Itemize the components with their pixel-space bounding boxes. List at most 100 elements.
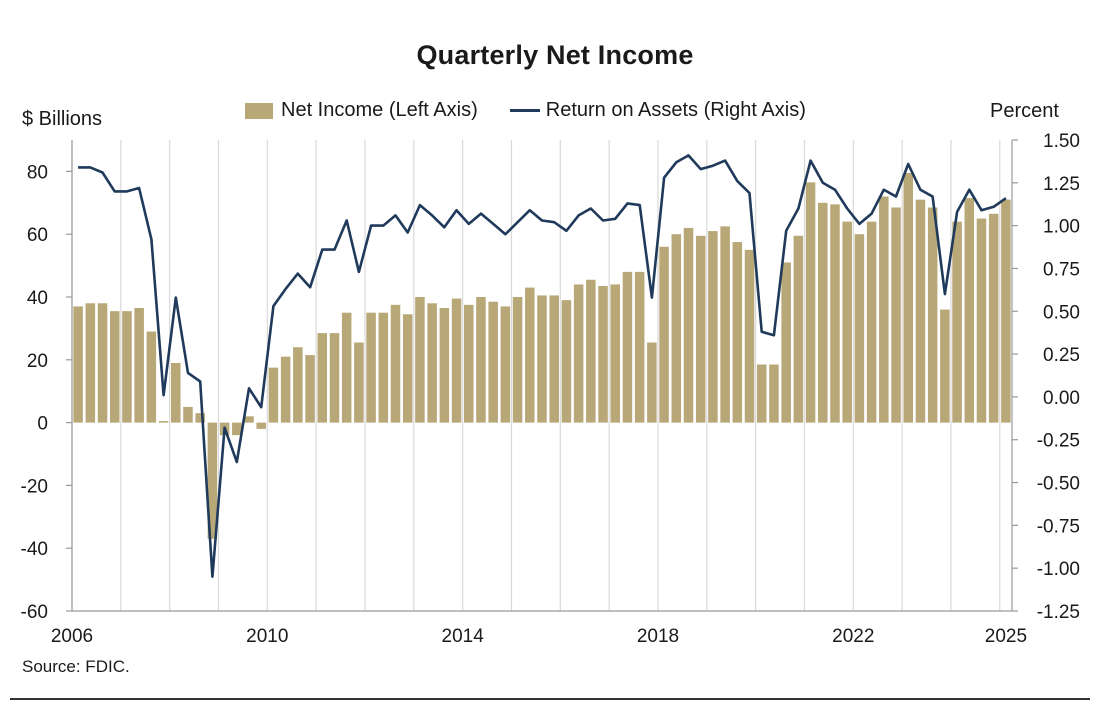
bar-net-income	[488, 301, 498, 423]
bar-net-income	[610, 284, 621, 423]
bar-net-income	[415, 297, 425, 423]
bar-net-income	[818, 202, 828, 423]
bar-net-income	[85, 303, 96, 423]
bar-net-income	[463, 304, 474, 423]
x-axis-tick-label: 2010	[246, 626, 288, 647]
bar-net-income	[830, 204, 840, 423]
bar-net-income	[390, 304, 401, 423]
bar-net-income	[293, 347, 303, 423]
left-axis-tick-label: 40	[27, 288, 48, 309]
bar-net-income	[97, 303, 108, 423]
legend-item-roa: Return on Assets (Right Axis)	[509, 99, 806, 122]
bar-net-income	[122, 311, 132, 423]
left-axis-unit: $ Billions	[22, 108, 103, 130]
bar-net-income	[659, 246, 669, 423]
source-note: Source: FDIC.	[22, 657, 130, 676]
bar-net-income	[232, 422, 242, 436]
right-axis-tick-label: -0.25	[1037, 431, 1080, 452]
left-axis-tick-label: 60	[27, 225, 48, 246]
legend-label-roa: Return on Assets (Right Axis)	[545, 99, 806, 121]
bar-net-income	[683, 227, 694, 423]
bar-net-income	[171, 362, 181, 423]
x-axis-tick-label: 2025	[985, 626, 1027, 647]
bar-net-income	[561, 300, 572, 423]
bar-net-income	[964, 198, 975, 423]
bar-net-income	[378, 312, 389, 423]
bar-net-income	[879, 196, 889, 423]
right-axis-tick-label: 0.00	[1043, 388, 1080, 409]
left-axis-tick-label: -60	[21, 602, 48, 623]
bar-net-income	[988, 213, 999, 423]
bar-net-income	[146, 331, 157, 423]
right-axis-tick-label: -0.50	[1037, 474, 1080, 495]
bar-net-income	[158, 421, 169, 423]
legend-swatch-line	[509, 109, 540, 112]
bar-net-income	[134, 307, 144, 423]
bar-net-income	[915, 199, 926, 423]
left-axis-tick-label: 20	[27, 351, 48, 372]
bar-net-income	[647, 342, 657, 423]
bar-net-income	[500, 306, 511, 423]
legend-label-net-income: Net Income (Left Axis)	[281, 99, 478, 121]
bar-net-income	[512, 297, 523, 423]
bar-net-income	[73, 306, 83, 423]
bar-net-income	[525, 287, 535, 423]
bar-net-income	[439, 307, 450, 423]
bar-net-income	[366, 312, 376, 423]
bar-net-income	[695, 235, 706, 423]
bar-net-income	[280, 356, 291, 423]
left-axis-tick-label: -20	[21, 476, 48, 497]
left-axis-tick-label: 80	[27, 162, 48, 183]
bar-net-income	[781, 262, 791, 423]
bar-net-income	[769, 364, 779, 423]
bar-net-income	[866, 221, 877, 423]
x-axis-tick-label: 2022	[832, 626, 874, 647]
bar-net-income	[183, 406, 193, 423]
bar-net-income	[952, 221, 962, 423]
right-axis-tick-label: -1.25	[1037, 602, 1080, 623]
bar-net-income	[109, 311, 120, 423]
bar-net-income	[634, 271, 645, 423]
bar-net-income	[537, 295, 547, 423]
bar-net-income	[317, 333, 328, 423]
bar-net-income	[793, 235, 804, 423]
bar-net-income	[476, 297, 486, 423]
right-axis-tick-label: 0.75	[1043, 259, 1080, 280]
chart-title: Quarterly Net Income	[416, 40, 694, 70]
bar-net-income	[903, 172, 913, 423]
bar-net-income	[341, 312, 352, 423]
bar-net-income	[549, 295, 559, 423]
x-axis-tick-label: 2014	[442, 626, 485, 647]
chart-legend: Net Income (Left Axis) Return on Assets …	[245, 99, 838, 122]
bar-net-income	[451, 298, 462, 423]
right-axis-tick-label: 0.25	[1043, 345, 1080, 366]
bar-net-income	[256, 422, 266, 429]
bar-net-income	[586, 279, 596, 423]
bar-net-income	[927, 207, 938, 423]
right-axis-unit: Percent	[990, 100, 1059, 122]
bar-net-income	[427, 303, 437, 423]
bar-net-income	[732, 242, 743, 423]
right-axis-tick-label: 0.50	[1043, 302, 1080, 323]
x-axis-tick-label: 2006	[51, 626, 93, 647]
right-axis-tick-label: 1.00	[1043, 217, 1080, 238]
bar-net-income	[1001, 199, 1011, 423]
x-axis-tick-label: 2018	[637, 626, 679, 647]
bar-net-income	[854, 234, 865, 423]
bar-net-income	[891, 207, 901, 423]
legend-item-net-income: Net Income (Left Axis)	[245, 99, 478, 122]
right-axis-tick-label: -0.75	[1037, 516, 1080, 537]
bar-net-income	[671, 234, 682, 423]
bar-net-income	[305, 355, 315, 423]
right-axis-tick-label: 1.25	[1043, 174, 1080, 195]
bar-net-income	[805, 182, 816, 423]
bar-net-income	[354, 342, 364, 423]
bar-net-income	[573, 284, 584, 423]
bar-net-income	[708, 231, 718, 423]
bar-net-income	[756, 364, 767, 423]
legend-swatch-bar	[245, 102, 273, 119]
bar-net-income	[244, 416, 254, 423]
bar-net-income	[976, 218, 987, 423]
bar-net-income	[622, 271, 633, 423]
